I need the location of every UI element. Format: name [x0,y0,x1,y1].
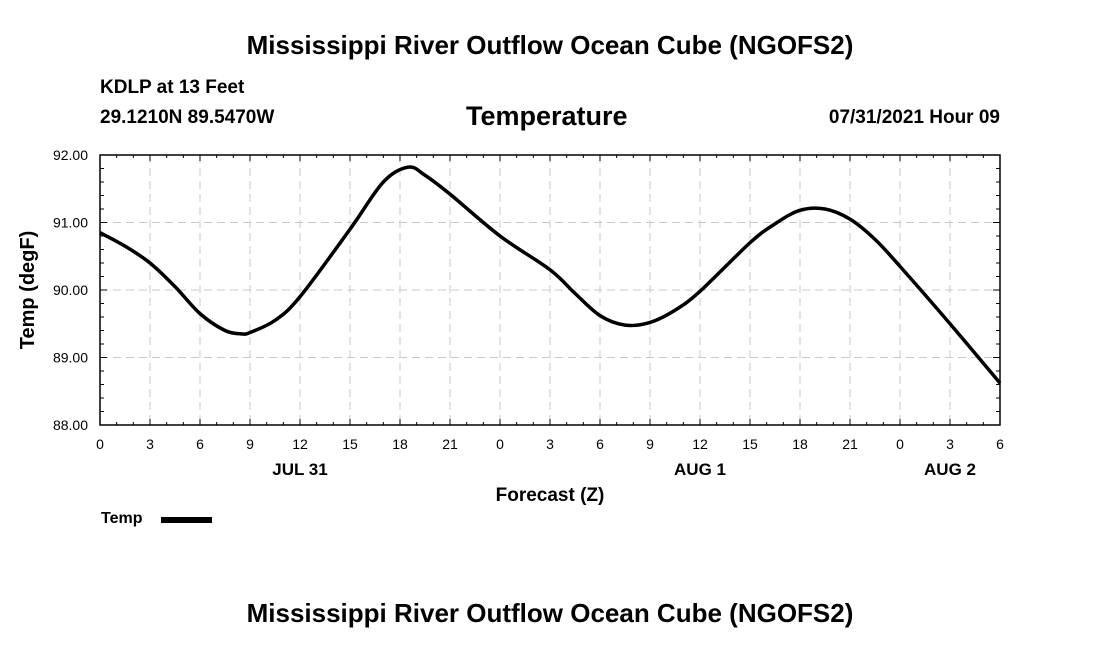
x-tick-label: 21 [442,436,458,452]
series-layer [99,165,1002,385]
x-tick-label: 3 [146,436,154,452]
x-tick-label: 9 [646,436,654,452]
series-line-temp [99,165,1002,385]
x-tick-label: 18 [392,436,408,452]
y-tick-label: 89.00 [53,350,88,366]
y-tick-label: 92.00 [53,147,88,163]
x-tick-label: 21 [842,436,858,452]
x-tick-label: 18 [792,436,808,452]
x-tick-label: 6 [596,436,604,452]
y-tick-label: 90.00 [53,282,88,298]
x-axis-label: Forecast (Z) [496,485,605,506]
station-label: KDLP at 13 Feet [100,77,245,98]
chart-title: Mississippi River Outflow Ocean Cube (NG… [246,30,854,60]
x-tick-label: 3 [546,436,554,452]
variable-title: Temperature [466,101,628,131]
axis-labels: 0 3 6 9 12 15 18 21 0 3 6 9 12 15 18 21 0 3 6 88.00 89.00 90.… [17,147,1004,506]
y-tick-label: 88.00 [53,417,88,433]
legend-label: Temp [101,510,143,527]
coordinates-label: 29.1210N 89.5470W [100,107,275,128]
x-tick-label: 6 [196,436,204,452]
x-tick-label: 12 [692,436,708,452]
y-axis-label: Temp (degF) [17,231,39,350]
legend-line-swatch [161,517,212,523]
date-label: AUG 1 [674,460,726,479]
axis-ticks [99,154,1001,426]
x-tick-label: 3 [946,436,954,452]
x-tick-label: 15 [342,436,358,452]
x-tick-label: 9 [246,436,254,452]
x-tick-label: 6 [996,436,1004,452]
x-tick-label: 0 [496,436,504,452]
x-tick-label: 12 [292,436,308,452]
date-label: AUG 2 [924,460,976,479]
footer-title: Mississippi River Outflow Ocean Cube (NG… [246,598,854,628]
date-label: JUL 31 [272,460,327,479]
grid [100,155,1000,425]
x-tick-label: 0 [896,436,904,452]
timestamp-label: 07/31/2021 Hour 09 [828,107,1000,128]
x-tick-label: 15 [742,436,758,452]
y-tick-label: 91.00 [53,215,88,231]
x-tick-label: 0 [96,436,104,452]
